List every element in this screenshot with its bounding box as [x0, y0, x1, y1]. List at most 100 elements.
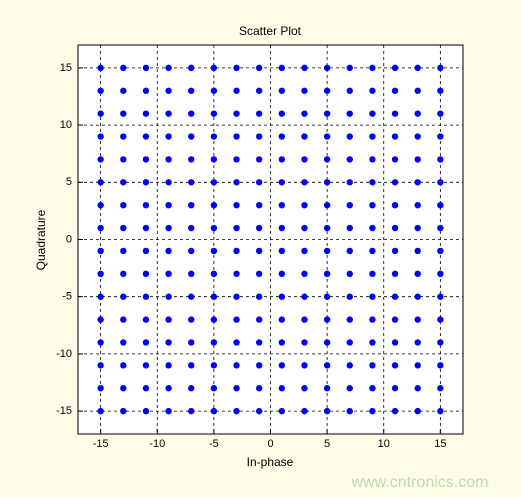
point	[391, 385, 399, 392]
point	[346, 385, 353, 392]
point	[414, 201, 421, 209]
point	[142, 110, 150, 117]
point	[255, 270, 263, 278]
point	[233, 110, 240, 117]
point	[391, 362, 399, 369]
point	[278, 247, 286, 255]
point	[323, 224, 331, 232]
point	[188, 247, 195, 255]
point	[165, 316, 172, 323]
point	[97, 110, 104, 117]
point	[346, 201, 353, 209]
point	[142, 179, 150, 186]
point	[437, 247, 444, 255]
point	[255, 201, 263, 209]
point	[255, 133, 263, 140]
point	[278, 201, 286, 209]
point	[120, 133, 127, 140]
point	[188, 224, 195, 232]
point	[301, 247, 308, 255]
point	[120, 110, 127, 117]
point	[301, 179, 308, 186]
point	[210, 339, 218, 346]
y-tick-label: 15	[60, 62, 72, 74]
point	[97, 64, 104, 72]
point	[188, 339, 195, 346]
point	[120, 201, 127, 209]
point	[369, 110, 376, 117]
point	[369, 407, 376, 415]
point	[391, 247, 399, 255]
point	[233, 339, 240, 346]
point	[437, 133, 444, 140]
point	[323, 362, 331, 369]
point	[346, 362, 353, 369]
point	[165, 179, 172, 186]
point	[142, 362, 150, 369]
point	[369, 270, 376, 278]
point	[233, 270, 240, 278]
point	[120, 385, 127, 392]
point	[301, 270, 308, 278]
point	[414, 293, 421, 300]
point	[391, 339, 399, 346]
point	[278, 316, 286, 323]
point	[97, 247, 104, 255]
point	[120, 64, 127, 72]
point	[414, 179, 421, 186]
point	[301, 293, 308, 300]
point	[255, 339, 263, 346]
y-tick-label: 0	[66, 233, 72, 245]
point	[437, 339, 444, 346]
point	[437, 179, 444, 186]
point	[278, 270, 286, 278]
point	[346, 179, 353, 186]
point	[120, 247, 127, 255]
point	[369, 293, 376, 300]
point	[301, 110, 308, 117]
point	[255, 362, 263, 369]
point	[120, 224, 127, 232]
point	[188, 201, 195, 209]
point	[233, 64, 240, 72]
point	[323, 133, 331, 140]
chart-title: Scatter Plot	[239, 24, 302, 38]
point	[210, 110, 218, 117]
point	[165, 87, 172, 94]
point	[414, 316, 421, 323]
point	[188, 64, 195, 72]
point	[369, 362, 376, 369]
point	[142, 64, 150, 72]
point	[323, 247, 331, 255]
point	[255, 64, 263, 72]
point	[255, 87, 263, 94]
x-tick-label: -15	[93, 438, 109, 450]
point	[210, 133, 218, 140]
point	[142, 247, 150, 255]
x-tick-label: 15	[434, 438, 446, 450]
point	[346, 407, 353, 415]
point	[391, 407, 399, 415]
point	[346, 270, 353, 278]
y-tick-label: -5	[62, 291, 72, 303]
point	[165, 64, 172, 72]
point	[346, 156, 353, 163]
point	[165, 224, 172, 232]
point	[97, 270, 104, 278]
point	[210, 64, 218, 72]
point	[346, 110, 353, 117]
point	[165, 339, 172, 346]
point	[210, 247, 218, 255]
point	[233, 224, 240, 232]
y-tick-label: -10	[56, 348, 72, 360]
point	[278, 87, 286, 94]
point	[369, 201, 376, 209]
point	[301, 362, 308, 369]
point	[165, 110, 172, 117]
point	[301, 133, 308, 140]
point	[437, 87, 444, 94]
point	[414, 270, 421, 278]
point	[437, 385, 444, 392]
point	[142, 293, 150, 300]
point	[233, 201, 240, 209]
